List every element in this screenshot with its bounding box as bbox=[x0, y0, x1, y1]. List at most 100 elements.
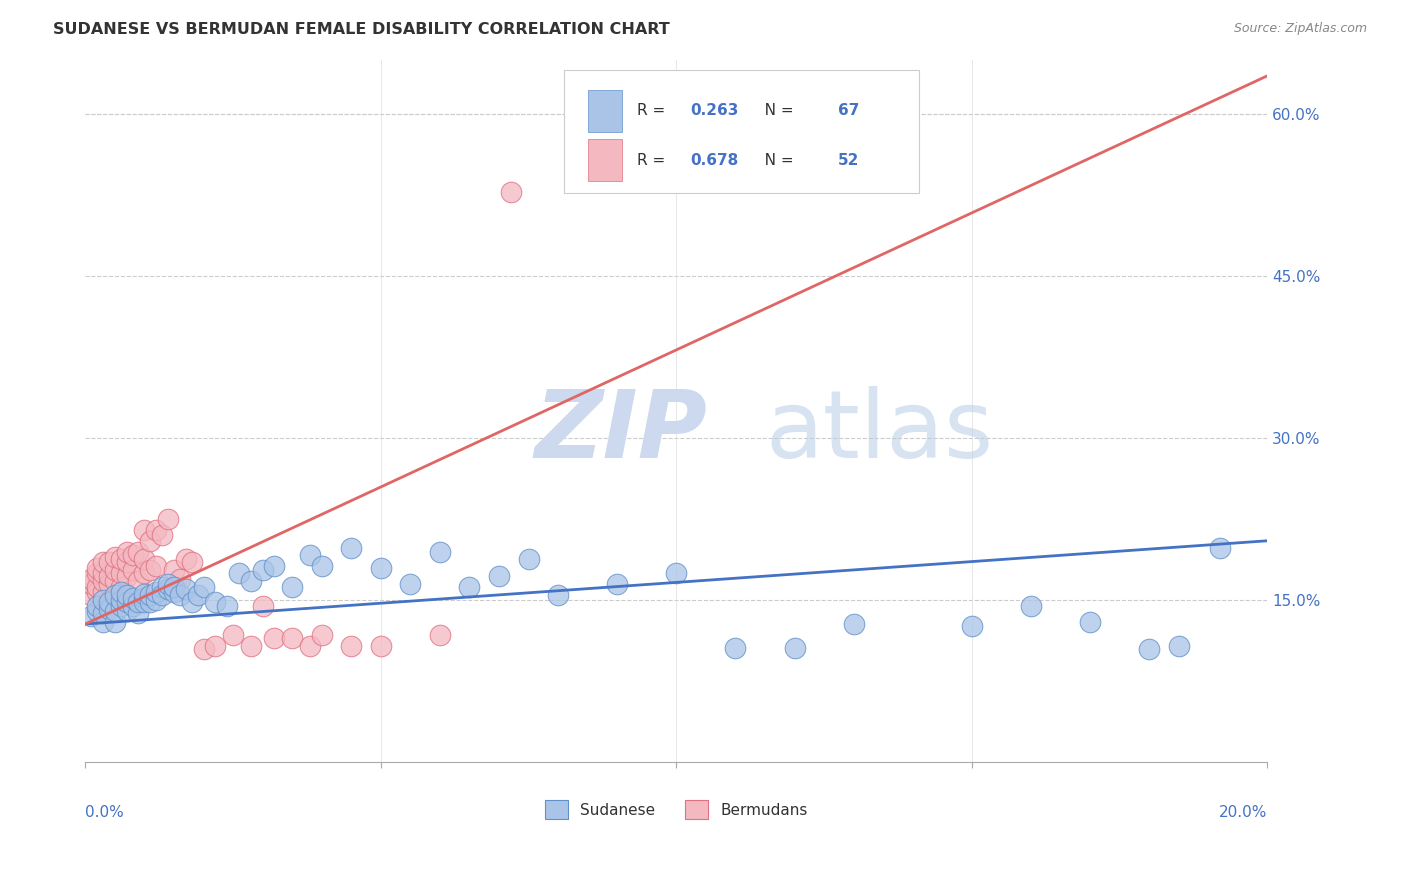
Text: 67: 67 bbox=[838, 103, 859, 119]
Point bbox=[399, 577, 422, 591]
Point bbox=[134, 523, 156, 537]
Point bbox=[80, 609, 103, 624]
Point bbox=[340, 639, 363, 653]
Point bbox=[281, 631, 304, 645]
Point bbox=[239, 574, 262, 588]
Point bbox=[150, 588, 173, 602]
Point bbox=[86, 566, 108, 581]
Point bbox=[281, 580, 304, 594]
Point bbox=[134, 552, 156, 566]
Point bbox=[134, 566, 156, 581]
Point bbox=[128, 595, 150, 609]
Point bbox=[110, 599, 132, 613]
Text: R =: R = bbox=[637, 153, 671, 168]
Point bbox=[121, 599, 143, 613]
Point bbox=[150, 528, 173, 542]
FancyBboxPatch shape bbox=[588, 139, 621, 181]
Text: N =: N = bbox=[749, 153, 799, 168]
Point bbox=[842, 617, 865, 632]
Point bbox=[91, 555, 114, 569]
Point bbox=[128, 606, 150, 620]
Text: N =: N = bbox=[749, 103, 799, 119]
Point bbox=[298, 548, 321, 562]
Point bbox=[340, 541, 363, 556]
Point bbox=[110, 584, 132, 599]
Point bbox=[86, 604, 108, 618]
Point bbox=[547, 588, 569, 602]
Point bbox=[204, 639, 226, 653]
Point bbox=[115, 544, 138, 558]
Point bbox=[121, 563, 143, 577]
Point bbox=[139, 588, 162, 602]
Point bbox=[252, 563, 274, 577]
Point bbox=[104, 574, 127, 588]
Legend: Sudanese, Bermudans: Sudanese, Bermudans bbox=[538, 794, 814, 825]
Point bbox=[174, 552, 197, 566]
Point bbox=[180, 555, 202, 569]
Point bbox=[157, 577, 180, 591]
Point bbox=[115, 555, 138, 569]
Point bbox=[110, 593, 132, 607]
Point bbox=[104, 563, 127, 577]
Text: 0.263: 0.263 bbox=[690, 103, 740, 119]
Point bbox=[104, 604, 127, 618]
Point bbox=[606, 577, 628, 591]
Point bbox=[104, 588, 127, 602]
Text: SUDANESE VS BERMUDAN FEMALE DISABILITY CORRELATION CHART: SUDANESE VS BERMUDAN FEMALE DISABILITY C… bbox=[53, 22, 671, 37]
Point bbox=[115, 588, 138, 602]
Point bbox=[104, 549, 127, 564]
Text: Source: ZipAtlas.com: Source: ZipAtlas.com bbox=[1233, 22, 1367, 36]
Point bbox=[97, 602, 120, 616]
Point bbox=[139, 533, 162, 548]
Point bbox=[91, 574, 114, 588]
Point bbox=[115, 604, 138, 618]
Point bbox=[239, 639, 262, 653]
Point bbox=[204, 595, 226, 609]
Point bbox=[97, 577, 120, 591]
Point bbox=[217, 599, 239, 613]
Point bbox=[169, 588, 191, 602]
Point bbox=[499, 185, 522, 199]
Point bbox=[121, 591, 143, 605]
Point bbox=[1137, 641, 1160, 656]
Point bbox=[1019, 599, 1042, 613]
Point bbox=[91, 606, 114, 620]
Point bbox=[145, 523, 167, 537]
Point bbox=[174, 582, 197, 597]
Point bbox=[150, 580, 173, 594]
Point bbox=[110, 580, 132, 594]
Point bbox=[724, 640, 747, 655]
Text: ZIP: ZIP bbox=[534, 386, 707, 478]
Point bbox=[134, 591, 156, 605]
Point bbox=[97, 595, 120, 609]
Point bbox=[145, 558, 167, 573]
Point bbox=[228, 566, 250, 581]
Point bbox=[80, 588, 103, 602]
Point bbox=[263, 631, 285, 645]
Point bbox=[91, 593, 114, 607]
Text: 0.0%: 0.0% bbox=[86, 805, 124, 820]
Text: 0.678: 0.678 bbox=[690, 153, 738, 168]
Point bbox=[960, 619, 983, 633]
Point bbox=[91, 615, 114, 629]
Point bbox=[115, 569, 138, 583]
Point bbox=[222, 628, 245, 642]
Point bbox=[163, 584, 186, 599]
Text: 52: 52 bbox=[838, 153, 859, 168]
Point bbox=[429, 628, 451, 642]
Point bbox=[458, 580, 481, 594]
Point bbox=[145, 584, 167, 599]
Point bbox=[128, 544, 150, 558]
Point bbox=[1167, 639, 1189, 653]
Point bbox=[193, 580, 215, 594]
Point bbox=[86, 599, 108, 613]
Point bbox=[311, 628, 333, 642]
Text: atlas: atlas bbox=[765, 386, 993, 478]
Point bbox=[783, 640, 806, 655]
Point bbox=[91, 566, 114, 581]
Point bbox=[134, 587, 156, 601]
Point bbox=[180, 595, 202, 609]
Point bbox=[370, 561, 392, 575]
Point bbox=[110, 566, 132, 581]
Point bbox=[517, 552, 540, 566]
